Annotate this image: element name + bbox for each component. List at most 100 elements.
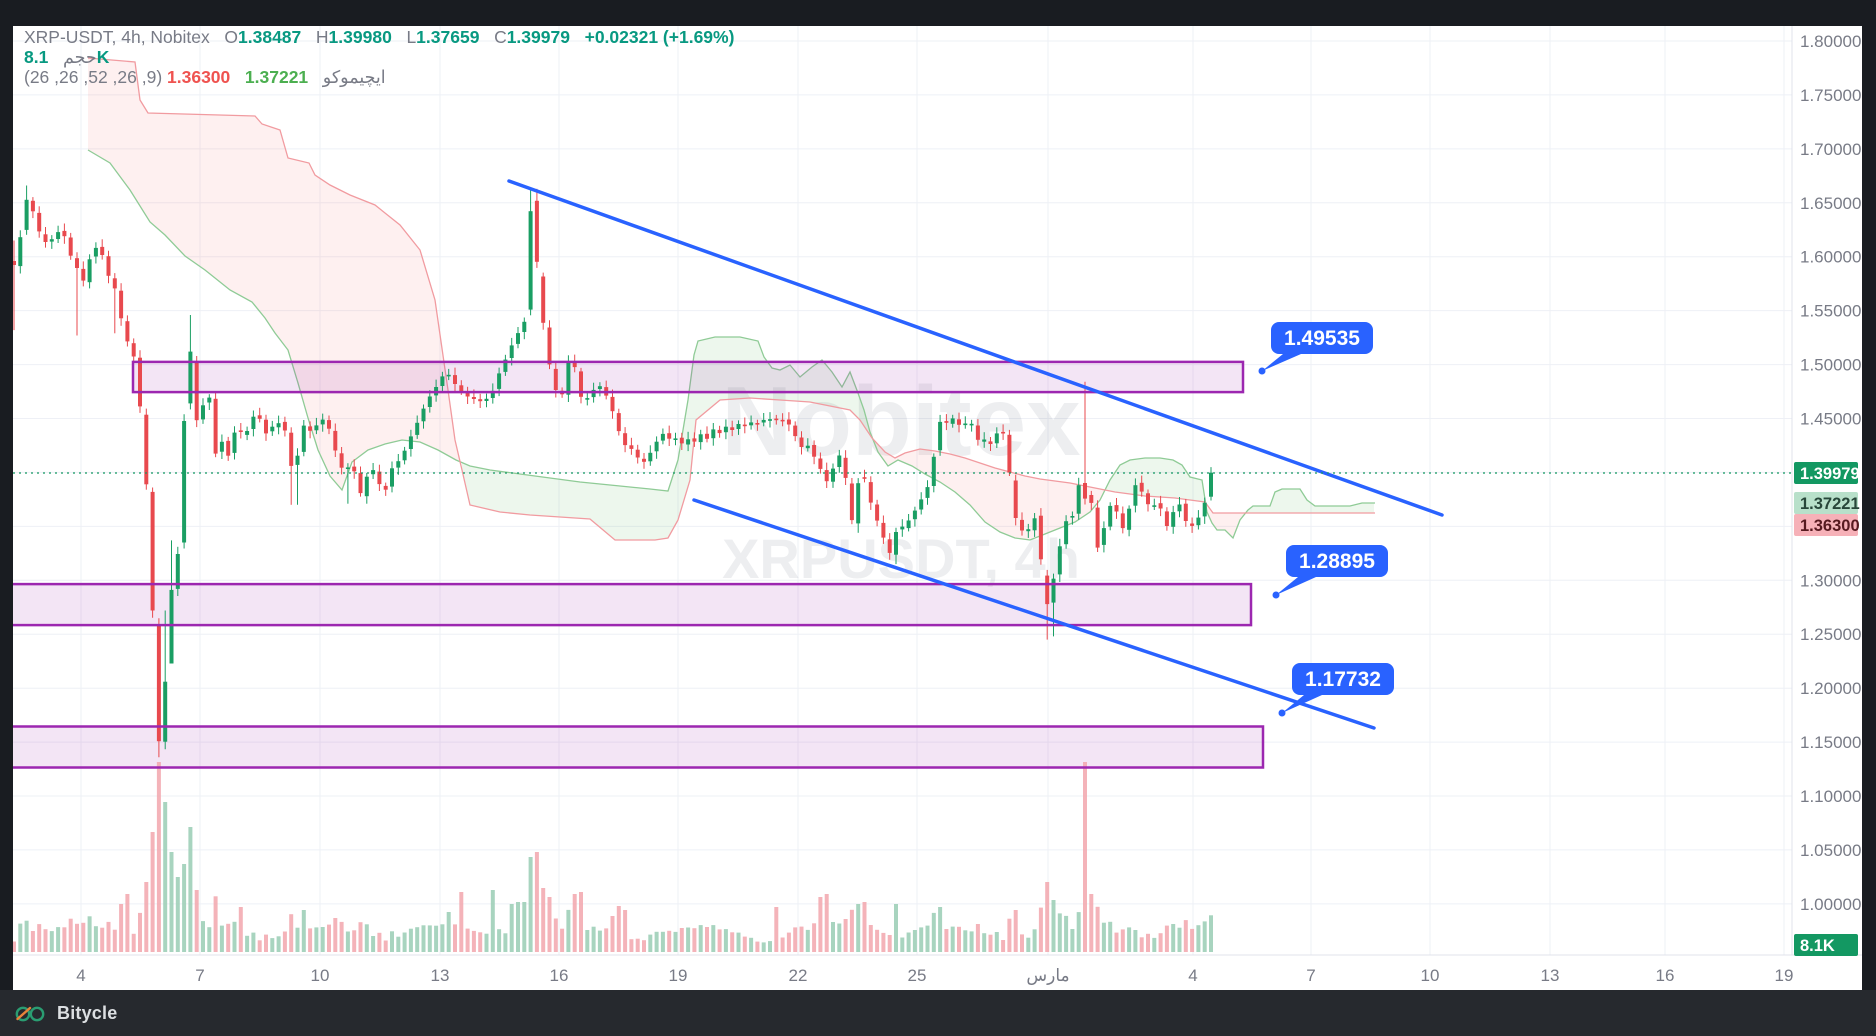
callout-badge[interactable] — [1271, 322, 1373, 354]
volume-bar — [843, 919, 848, 952]
candle — [327, 420, 331, 429]
volume-bar — [93, 926, 98, 952]
callout-badge[interactable] — [1286, 545, 1388, 577]
symbol-row[interactable]: XRP-USDT, 4h, Nobitex O1.38487 H1.39980 … — [24, 27, 734, 47]
candle — [768, 419, 772, 421]
candle — [163, 681, 168, 742]
candle — [1127, 508, 1132, 530]
volume-bar — [1133, 930, 1138, 952]
price-callouts[interactable]: 1.49535 1.28895 1.17732 — [1258, 322, 1395, 717]
callout-badge[interactable] — [1292, 663, 1394, 695]
ichimoku-span-a-value: 1.37221 — [244, 67, 309, 87]
cloud-fill — [1246, 489, 1374, 513]
zone-rect-demand-zone-1.28[interactable] — [13, 584, 1251, 626]
candle — [1171, 512, 1176, 527]
volume-bar — [440, 924, 445, 952]
candle — [333, 430, 338, 451]
candle — [484, 398, 489, 401]
time-axis-label: 19 — [1775, 966, 1794, 985]
volume-bar — [957, 926, 961, 952]
candle — [534, 200, 539, 262]
volume-bar — [453, 924, 457, 952]
callout-1.17732[interactable]: 1.17732 — [1278, 663, 1395, 717]
price-axis[interactable]: 1.80000 1.75000 1.70000 1.65000 1.60000 1.550… — [1794, 32, 1861, 956]
candle — [805, 445, 810, 449]
volume-bar — [1114, 932, 1119, 952]
trendline-lower-channel[interactable] — [692, 498, 1376, 730]
candle — [1177, 504, 1182, 512]
candle — [862, 477, 867, 479]
volume-bar — [327, 924, 331, 952]
callout-1.49535[interactable]: 1.49535 — [1258, 322, 1374, 375]
symbol-title[interactable]: XRP-USDT, 4h, Nobitex — [24, 27, 210, 47]
candle — [572, 361, 577, 368]
volume-bar — [875, 929, 880, 952]
candle — [831, 468, 835, 482]
candle — [68, 237, 73, 256]
volume-bar — [1013, 910, 1018, 952]
chart-canvas[interactable]: Nobitex XRPUSDT, 4h 1.495351.288951.1773… — [13, 26, 1862, 990]
volume-bar — [516, 902, 520, 952]
volume-bar — [900, 937, 905, 952]
zone-rect-supply-zone-1.50[interactable] — [133, 361, 1243, 393]
axes[interactable]: 1.80000 1.75000 1.70000 1.65000 1.60000 1.550… — [13, 26, 1862, 985]
candle — [1020, 519, 1024, 531]
watermark-symbol: XRPUSDT, 4h — [722, 527, 1080, 590]
volume-bar — [478, 932, 483, 952]
volume-bar — [938, 907, 943, 952]
candle — [490, 390, 495, 398]
price-axis-badge — [1794, 934, 1858, 956]
volume-bar — [188, 827, 193, 952]
volume-legend[interactable]: حجم 8.1K — [24, 47, 734, 67]
volume-bar — [717, 929, 722, 952]
volume-bar — [345, 931, 350, 952]
volume-bar — [988, 934, 993, 952]
time-axis[interactable]: 4 7 10 13 16 19 22 25 مارس 4 7 10 13 16 19 — [76, 966, 1793, 985]
candle — [730, 427, 735, 430]
candle — [1070, 516, 1075, 518]
trendlines[interactable] — [507, 179, 1444, 730]
volume-bar — [201, 921, 205, 952]
volume-bar — [484, 933, 489, 952]
candle — [75, 258, 79, 268]
candle — [339, 453, 344, 468]
zone-border-demand-zone-1.15[interactable] — [13, 725, 1265, 769]
zone-border-supply-zone-1.50[interactable] — [131, 360, 1245, 394]
ichimoku-legend[interactable]: (26 ,26 ,52 ,26 ,9) ایچیموکو 1.37221 1.3… — [24, 67, 734, 87]
volume-bar — [18, 923, 23, 952]
volume-bar — [182, 864, 187, 952]
zone-borders[interactable] — [13, 360, 1265, 769]
volume-bar — [219, 925, 224, 952]
callout-anchor-dot — [1272, 591, 1280, 599]
volume-bar — [793, 927, 798, 952]
volume-bar — [881, 932, 886, 952]
candle — [1202, 502, 1207, 517]
candle — [723, 426, 728, 433]
candle — [1101, 528, 1106, 545]
volume-bar — [912, 930, 917, 952]
candle — [1146, 493, 1150, 505]
footer-brand-name: Bitycle — [57, 1002, 118, 1023]
price-axis-badge-text: 1.39979 — [1800, 465, 1860, 483]
callout-1.28895[interactable]: 1.28895 — [1272, 545, 1389, 599]
zone-border-demand-zone-1.28[interactable] — [13, 582, 1253, 627]
footer-brand[interactable]: Bitycle — [14, 1000, 117, 1026]
candle — [471, 397, 476, 399]
candle — [944, 421, 949, 423]
volume-bar — [805, 929, 810, 952]
price-axis-label: 1.65000 — [1800, 194, 1861, 213]
time-axis-label: 10 — [1421, 966, 1440, 985]
price-axis-label: 1.80000 — [1800, 32, 1861, 51]
high-label: H — [315, 27, 329, 47]
trendline-upper-channel[interactable] — [507, 179, 1444, 517]
candle — [440, 376, 445, 386]
candle — [352, 466, 357, 472]
volume-bar — [163, 802, 168, 952]
volume-bar — [541, 888, 546, 952]
callout-text: 1.17732 — [1305, 668, 1381, 691]
price-axis-badge-text: 8.1K — [1800, 937, 1835, 955]
volume-bar — [1007, 918, 1012, 952]
candle — [156, 625, 161, 742]
close-value: 1.39979 — [506, 27, 570, 47]
zone-rect-demand-zone-1.15[interactable] — [13, 726, 1263, 768]
